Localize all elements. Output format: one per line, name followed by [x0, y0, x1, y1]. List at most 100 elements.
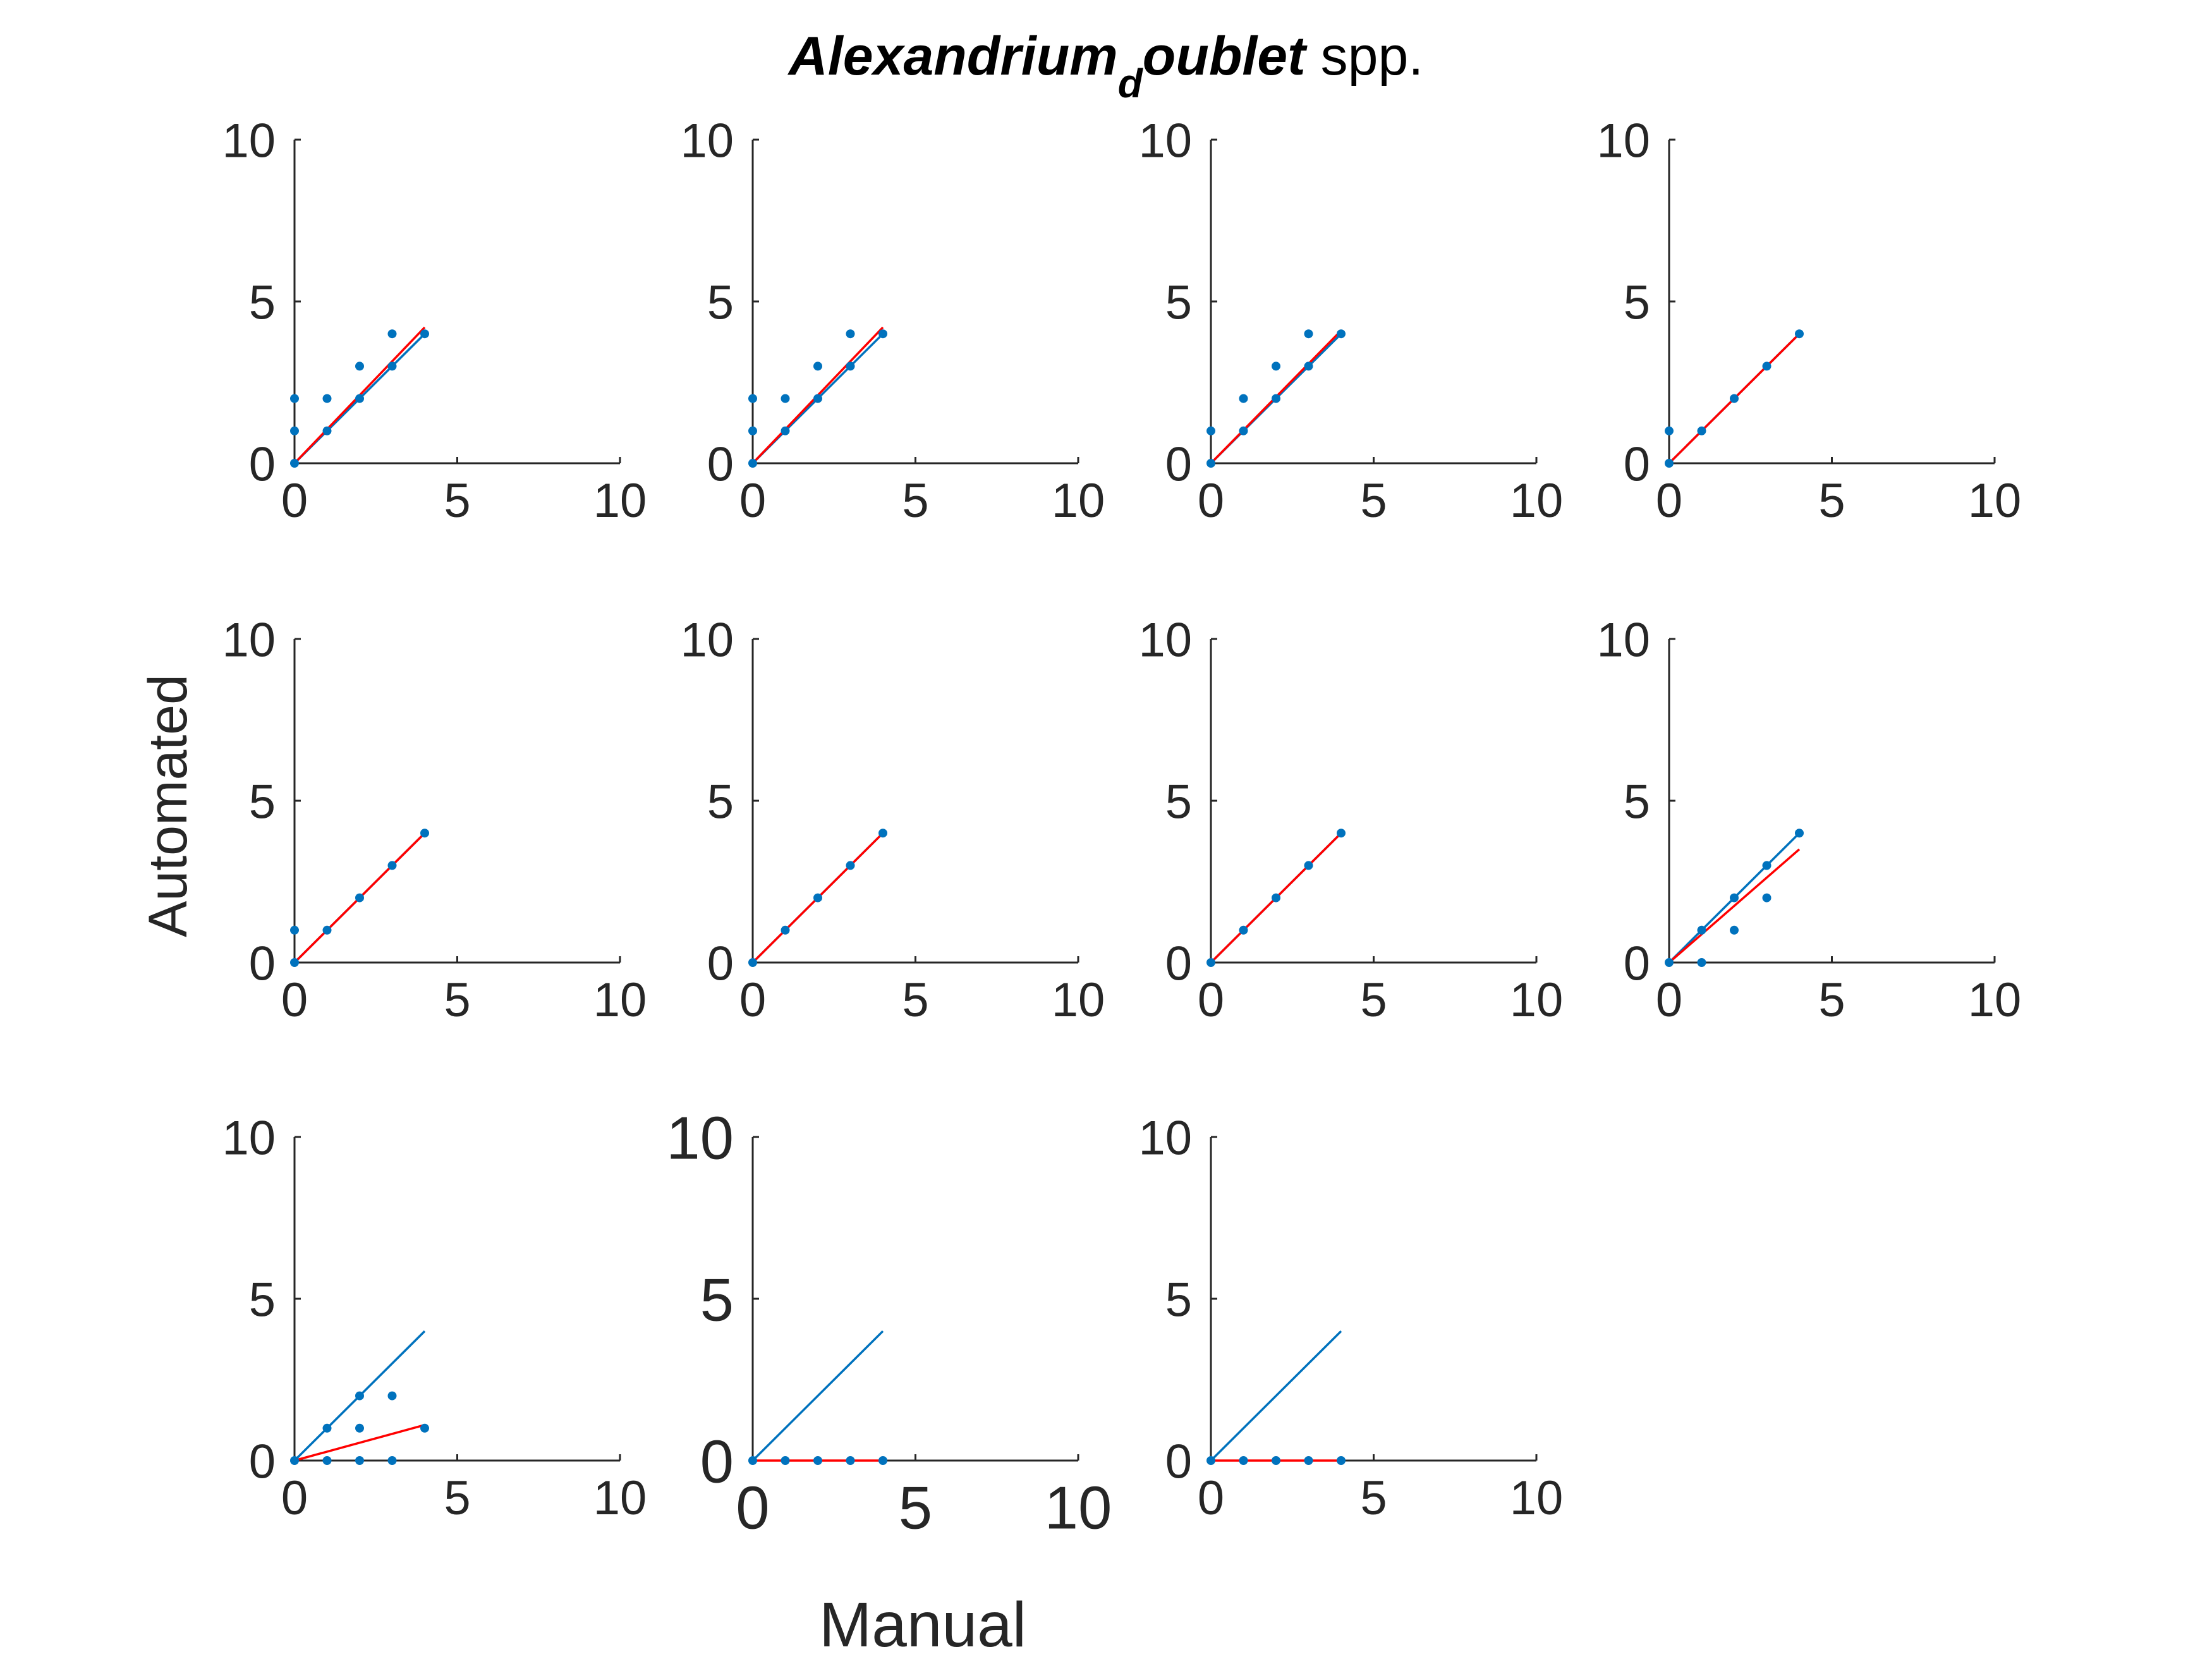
y-tick-label: 0	[1624, 937, 1650, 990]
data-point	[781, 426, 790, 435]
fit-line	[294, 1423, 425, 1462]
y-tick-label: 5	[249, 1273, 276, 1327]
data-point	[420, 329, 429, 339]
y-axis-label: Automated	[138, 674, 198, 937]
y-tick-label: 5	[707, 775, 734, 829]
data-point	[846, 1456, 855, 1465]
y-tick-label: 0	[707, 937, 734, 990]
y-tick-label: 0	[249, 937, 276, 990]
x-tick-label: 10	[1052, 973, 1105, 1027]
y-tick-label: 10	[222, 1111, 276, 1165]
data-point	[290, 1456, 299, 1465]
data-point	[290, 394, 299, 403]
subplot-11: 0 5 10 0 5 10	[1138, 1111, 1563, 1525]
x-tick-label: 5	[902, 973, 928, 1027]
data-point	[1272, 893, 1280, 902]
data-point	[1697, 426, 1706, 435]
x-tick-label: 5	[444, 973, 470, 1027]
x-tick-label: 0	[739, 973, 766, 1027]
x-tick-label: 5	[1360, 1471, 1387, 1525]
data-point	[1239, 426, 1248, 435]
x-tick-label: 10	[1968, 973, 2022, 1027]
data-point	[1206, 459, 1215, 468]
y-tick-label: 10	[222, 114, 276, 167]
x-tick-label: 0	[1198, 1471, 1224, 1525]
y-tick-label: 0	[700, 1428, 734, 1496]
data-point	[1730, 394, 1739, 403]
data-point	[846, 329, 855, 339]
title-suffix: spp.	[1306, 26, 1423, 87]
y-tick-label: 10	[1596, 114, 1650, 167]
y-tick-label: 10	[222, 613, 276, 667]
data-point	[1697, 925, 1706, 935]
data-point	[387, 861, 397, 870]
y-tick-label: 5	[1624, 775, 1650, 829]
data-point	[1697, 958, 1706, 967]
x-tick-label: 10	[1052, 474, 1105, 528]
data-point	[322, 1423, 332, 1433]
title-genus: Alexandrium	[787, 26, 1118, 87]
title-genus-cont: oublet	[1143, 26, 1308, 87]
data-point	[420, 829, 429, 838]
x-tick-label: 0	[281, 973, 308, 1027]
y-tick-label: 0	[1624, 437, 1650, 491]
data-point	[878, 829, 887, 838]
subplot-2: 0 5 10 0 5 10	[680, 114, 1105, 528]
x-tick-label: 0	[1656, 973, 1682, 1027]
data-point	[387, 1391, 397, 1401]
data-point	[290, 958, 299, 967]
data-point	[1337, 829, 1346, 838]
y-tick-label: 0	[1165, 937, 1192, 990]
x-tick-label: 0	[1198, 474, 1224, 528]
data-point	[387, 362, 397, 371]
subplot-5: 0 5 10 0 5 10	[222, 613, 647, 1027]
data-point	[846, 861, 855, 870]
data-point	[1337, 329, 1346, 339]
y-tick-label: 10	[1138, 114, 1192, 167]
data-point	[355, 1456, 364, 1465]
data-point	[748, 459, 757, 468]
subplot-4: 0 5 10 0 5 10	[1596, 114, 2021, 528]
y-tick-label: 0	[1165, 437, 1192, 491]
data-point	[1239, 1456, 1248, 1465]
data-point	[1762, 861, 1771, 870]
x-tick-label: 5	[444, 1471, 470, 1525]
data-point	[1665, 958, 1674, 967]
data-point	[1304, 362, 1313, 371]
y-tick-label: 10	[680, 613, 734, 667]
data-point	[748, 1456, 757, 1465]
data-point	[878, 1456, 887, 1465]
y-tick-label: 10	[680, 114, 734, 167]
x-tick-label: 0	[739, 474, 766, 528]
data-point	[846, 362, 855, 371]
subplot-grid: 0 5 10 0 5 10 0 5 10 0 5 10 0 5 10 0 5 10 0 5 10 0 5 10 0 5 10 0 5 10…	[222, 114, 2021, 1541]
data-point	[813, 1456, 822, 1465]
x-tick-label: 5	[1360, 474, 1387, 528]
data-point	[290, 459, 299, 468]
x-tick-label: 10	[593, 973, 647, 1027]
data-point	[1206, 958, 1215, 967]
y-tick-label: 5	[249, 276, 276, 329]
data-point	[1272, 362, 1280, 371]
x-tick-label: 0	[281, 1471, 308, 1525]
y-tick-label: 0	[707, 437, 734, 491]
data-point	[1304, 1456, 1313, 1465]
y-tick-label: 10	[666, 1105, 734, 1172]
data-point	[1665, 426, 1674, 435]
data-point	[781, 394, 790, 403]
y-tick-label: 0	[249, 1435, 276, 1488]
data-point	[1795, 829, 1804, 838]
subplot-1: 0 5 10 0 5 10	[222, 114, 647, 528]
data-point	[290, 925, 299, 935]
data-point	[781, 925, 790, 935]
figure-title: Alexandriumdoublet spp.	[787, 26, 1423, 106]
data-point	[322, 426, 332, 435]
x-tick-label: 10	[593, 1471, 647, 1525]
x-tick-label: 0	[1198, 973, 1224, 1027]
data-point	[1272, 1456, 1280, 1465]
data-point	[1272, 394, 1280, 403]
data-point	[355, 362, 364, 371]
x-tick-label: 5	[1818, 474, 1845, 528]
y-tick-label: 0	[1165, 1435, 1192, 1488]
x-tick-label: 10	[1510, 1471, 1564, 1525]
